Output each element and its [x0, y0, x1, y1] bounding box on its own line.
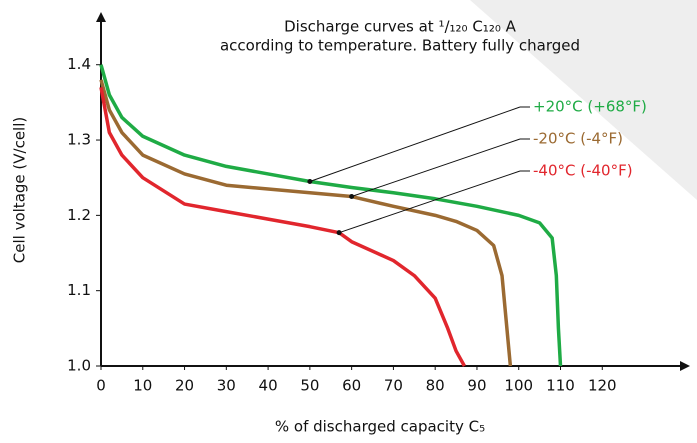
series-line — [99, 64, 563, 367]
legend-label: -20°C (-4°F) — [533, 130, 623, 148]
legend-label: +20°C (+68°F) — [533, 98, 647, 116]
callout-line — [351, 138, 521, 198]
callout-line — [309, 106, 521, 182]
series-line — [99, 87, 466, 367]
x-tick-label: 70 — [384, 377, 403, 395]
x-tick-label: 90 — [467, 377, 486, 395]
x-tick-label: 110 — [546, 377, 575, 395]
x-tick-label: 100 — [504, 377, 533, 395]
x-tick-label: 80 — [426, 377, 445, 395]
x-tick-label: 60 — [342, 377, 361, 395]
background-shade — [470, 0, 697, 200]
x-tick-label: 40 — [259, 377, 278, 395]
y-tick-label: 1.2 — [67, 206, 91, 224]
x-axis-arrow — [680, 361, 690, 371]
callout-dot — [349, 194, 355, 200]
y-tick-label: 1.3 — [67, 131, 91, 149]
x-tick-label: 120 — [588, 377, 617, 395]
x-tick-label: 0 — [96, 377, 106, 395]
x-tick-label: 30 — [217, 377, 236, 395]
x-tick-label: 50 — [300, 377, 319, 395]
y-axis-arrow — [96, 12, 106, 22]
x-tick-label: 10 — [133, 377, 152, 395]
series-line — [99, 79, 513, 367]
chart-title: Discharge curves at ¹/₁₂₀ C₁₂₀ A — [284, 18, 517, 36]
callout-dot — [307, 178, 313, 184]
callout-line — [338, 170, 521, 234]
y-axis-label: Cell voltage (V/cell) — [11, 117, 29, 263]
y-tick-label: 1.1 — [67, 281, 91, 299]
y-tick-label: 1.4 — [67, 55, 91, 73]
x-tick-label: 20 — [175, 377, 194, 395]
legend-label: -40°C (-40°F) — [533, 162, 633, 180]
x-axis-label: % of discharged capacity C₅ — [275, 418, 485, 436]
y-tick-label: 1.0 — [67, 357, 91, 375]
callout-dot — [336, 230, 342, 236]
chart-subtitle: according to temperature. Battery fully … — [220, 37, 580, 55]
